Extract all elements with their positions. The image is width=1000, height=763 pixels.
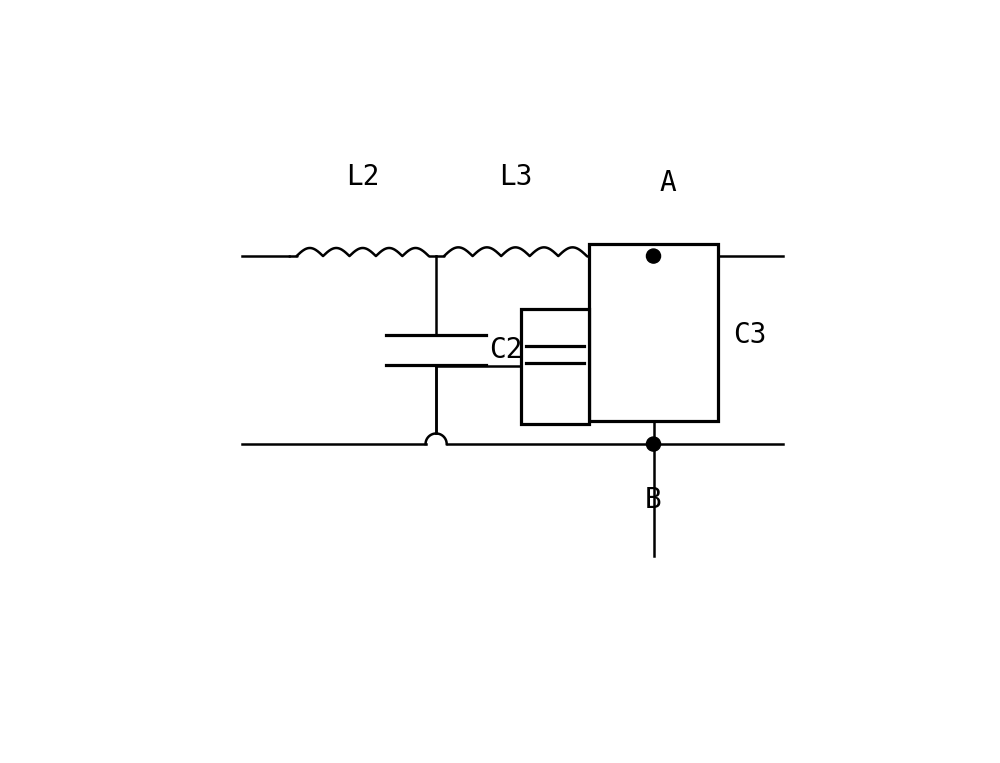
Text: C2: C2 <box>489 336 522 364</box>
Text: A: A <box>660 169 677 197</box>
Text: B: B <box>645 486 662 513</box>
Text: C3: C3 <box>733 321 766 349</box>
Circle shape <box>646 249 661 263</box>
Bar <box>589 244 718 420</box>
Text: L2: L2 <box>346 163 379 191</box>
Bar <box>521 309 589 423</box>
Text: L3: L3 <box>499 163 532 191</box>
Circle shape <box>646 437 661 451</box>
